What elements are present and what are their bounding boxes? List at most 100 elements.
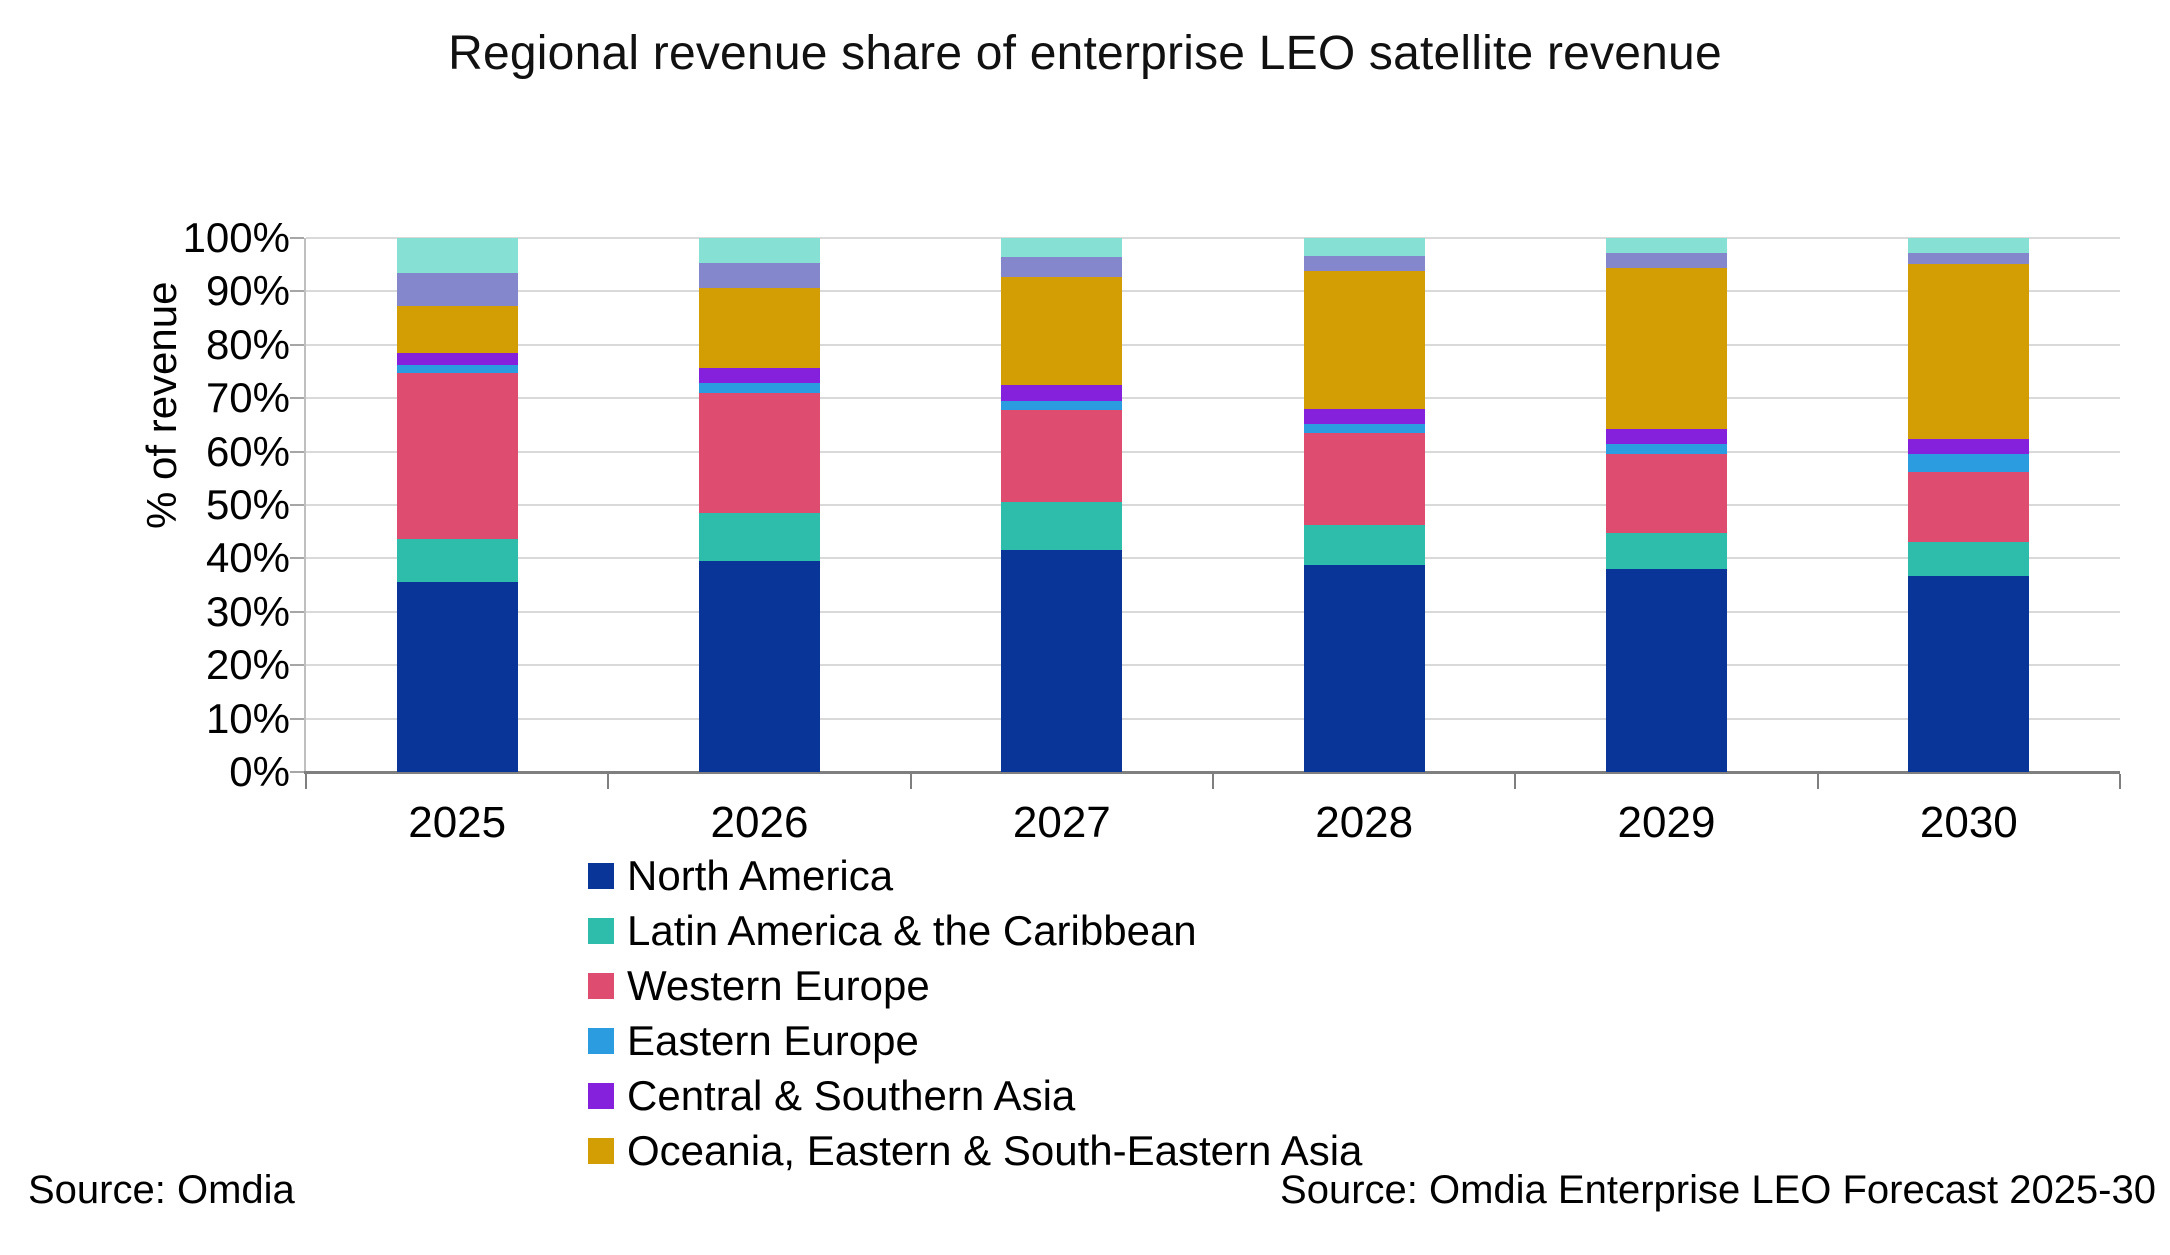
chart-title: Regional revenue share of enterprise LEO… <box>448 27 1722 80</box>
bar-segment-2029-unlabeled-6 <box>1606 252 1727 268</box>
x-tick-6 <box>2119 774 2121 789</box>
legend-label: Oceania, Eastern & South-Eastern Asia <box>627 1126 1363 1174</box>
bar-segment-2026-eastern-europe <box>699 383 820 393</box>
bar-segment-2029-latin-america-the-caribbean <box>1606 532 1727 570</box>
bar-segment-2025-unlabeled-7 <box>396 238 518 273</box>
x-axis-label-2030: 2030 <box>1919 798 2018 847</box>
bar-2025 <box>396 238 518 772</box>
x-tick-0 <box>305 774 307 789</box>
bar-segment-2027-western-europe <box>1001 409 1123 503</box>
x-axis-label-2027: 2027 <box>1012 798 1111 847</box>
bar-segment-2027-north-america <box>1001 550 1123 772</box>
bar-2029 <box>1606 238 1727 772</box>
bar-segment-2028-unlabeled-7 <box>1303 238 1425 256</box>
bar-segment-2028-north-america <box>1303 564 1425 772</box>
bar-segment-2030-unlabeled-6 <box>1908 252 2030 264</box>
bar-2028 <box>1303 238 1425 772</box>
x-axis-labels: 2025 2026 2027 2028 2029 2030 <box>306 798 2120 848</box>
legend-item-oceania-eastern-south-eastern-asia: Oceania, Eastern & South-Eastern Asia <box>588 1123 1362 1178</box>
x-axis-label-2029: 2029 <box>1617 798 1716 847</box>
bar-segment-2025-eastern-europe <box>396 364 518 373</box>
x-tick-3 <box>1212 774 1214 789</box>
y-tick-100 <box>290 237 304 239</box>
y-tick-80 <box>290 343 304 346</box>
bar-segment-2027-unlabeled-7 <box>1001 238 1123 258</box>
legend-swatch-icon <box>588 1082 614 1109</box>
x-axis-label-2026: 2026 <box>710 798 809 847</box>
x-tick-5 <box>1816 774 1819 789</box>
y-axis-label-60: 60% <box>205 427 290 475</box>
y-tick-50 <box>290 504 304 506</box>
y-axis-label-70: 70% <box>205 374 290 422</box>
gridline-100 <box>306 237 2120 239</box>
gridline-50 <box>306 504 2120 506</box>
bar-segment-2026-western-europe <box>699 392 820 514</box>
bar-2026 <box>699 238 820 772</box>
legend-swatch-icon <box>588 917 614 944</box>
bar-segment-2030-western-europe <box>1908 471 2030 542</box>
legend-item-central-southern-asia: Central & Southern Asia <box>588 1068 1362 1123</box>
gridline-70 <box>306 397 2120 400</box>
x-axis-label-2025: 2025 <box>408 798 507 847</box>
bar-segment-2029-western-europe <box>1606 454 1727 533</box>
legend-swatch-icon <box>588 1027 614 1054</box>
legend-item-latin-america-the-caribbean: Latin America & the Caribbean <box>588 903 1362 958</box>
y-tick-70 <box>290 397 304 400</box>
bar-segment-2030-north-america <box>1908 576 2030 772</box>
y-axis-label-0: 0% <box>229 748 290 795</box>
bar-2030 <box>1908 238 2030 772</box>
y-tick-90 <box>290 290 304 293</box>
y-axis-label-90: 90% <box>205 267 290 315</box>
bar-segment-2026-unlabeled-6 <box>699 262 820 288</box>
y-axis-label-30: 30% <box>205 587 290 635</box>
x-axis-line <box>304 771 2120 774</box>
bar-segment-2025-latin-america-the-caribbean <box>396 538 518 583</box>
y-axis-label-80: 80% <box>205 320 290 368</box>
source-note-left: Source: Omdia <box>28 1168 295 1212</box>
bar-segment-2030-latin-america-the-caribbean <box>1908 541 2030 577</box>
y-axis-label-40: 40% <box>205 534 290 582</box>
legend-swatch-icon <box>588 972 614 999</box>
bar-segment-2028-oceania-eastern-south-eastern-asia <box>1303 270 1425 410</box>
gridline-90 <box>306 290 2120 293</box>
gridline-30 <box>306 610 2120 613</box>
bar-segment-2028-latin-america-the-caribbean <box>1303 524 1425 565</box>
bar-segment-2027-oceania-eastern-south-eastern-asia <box>1001 277 1123 385</box>
y-tick-10 <box>290 717 304 720</box>
legend-label: Western Europe <box>627 961 930 1009</box>
bar-segment-2027-central-southern-asia <box>1001 384 1123 402</box>
bar-segment-2029-oceania-eastern-south-eastern-asia <box>1606 267 1727 430</box>
x-tick-2 <box>909 774 912 789</box>
bar-segment-2027-unlabeled-6 <box>1001 257 1123 277</box>
bar-segment-2028-western-europe <box>1303 432 1425 525</box>
legend-item-north-america: North America <box>588 848 1362 903</box>
y-tick-30 <box>290 610 304 613</box>
y-tick-40 <box>290 557 304 560</box>
legend-swatch-icon <box>588 862 614 889</box>
x-tick-1 <box>607 774 610 789</box>
legend-label: Latin America & the Caribbean <box>627 906 1197 954</box>
bar-segment-2029-unlabeled-7 <box>1606 238 1727 253</box>
chart-legend: North America Latin America & the Caribbe… <box>588 848 1362 1178</box>
gridline-80 <box>306 343 2120 346</box>
bar-segment-2029-eastern-europe <box>1606 443 1727 455</box>
bar-segment-2027-eastern-europe <box>1001 401 1123 410</box>
x-tick-4 <box>1514 774 1517 789</box>
bar-segment-2030-central-southern-asia <box>1908 438 2030 454</box>
legend-label: Eastern Europe <box>627 1016 919 1064</box>
legend-item-eastern-europe: Eastern Europe <box>588 1013 1362 1068</box>
bar-segment-2030-unlabeled-7 <box>1908 238 2030 253</box>
legend-label: North America <box>627 851 894 899</box>
gridline-20 <box>306 664 2120 667</box>
x-axis-label-2028: 2028 <box>1315 798 1414 847</box>
bar-segment-2025-central-southern-asia <box>396 352 518 365</box>
y-axis-line <box>304 238 306 772</box>
bar-segment-2029-north-america <box>1606 569 1727 772</box>
y-axis-label-50: 50% <box>205 481 290 528</box>
y-axis-label-10: 10% <box>205 694 290 742</box>
legend-item-western-europe: Western Europe <box>588 958 1362 1013</box>
y-tick-60 <box>290 450 304 453</box>
source-note-right: Source: Omdia Enterprise LEO Forecast 20… <box>1280 1168 2156 1212</box>
gridline-40 <box>306 557 2120 560</box>
